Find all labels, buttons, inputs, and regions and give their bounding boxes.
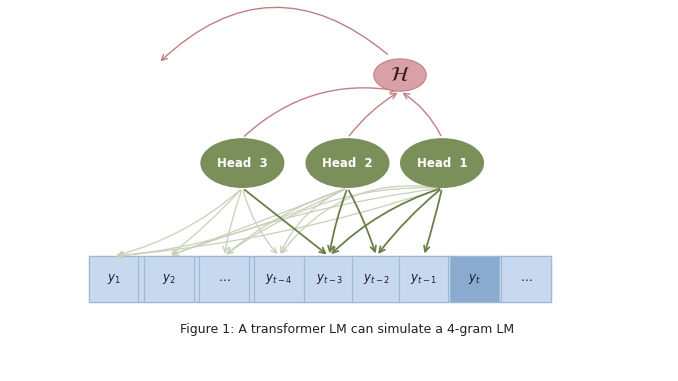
FancyBboxPatch shape bbox=[144, 256, 193, 302]
Text: $y_{t-4}$: $y_{t-4}$ bbox=[266, 272, 293, 286]
Ellipse shape bbox=[305, 138, 389, 188]
FancyBboxPatch shape bbox=[89, 256, 551, 302]
Text: $y_2$: $y_2$ bbox=[162, 272, 176, 286]
Text: $\cdots$: $\cdots$ bbox=[520, 272, 532, 285]
FancyBboxPatch shape bbox=[254, 256, 304, 302]
Ellipse shape bbox=[374, 59, 426, 91]
Text: $y_{t-2}$: $y_{t-2}$ bbox=[363, 272, 390, 286]
FancyBboxPatch shape bbox=[399, 256, 448, 302]
FancyBboxPatch shape bbox=[304, 256, 354, 302]
FancyBboxPatch shape bbox=[352, 256, 401, 302]
Text: $y_{t-1}$: $y_{t-1}$ bbox=[410, 272, 437, 286]
Ellipse shape bbox=[201, 138, 285, 188]
FancyBboxPatch shape bbox=[89, 256, 138, 302]
Ellipse shape bbox=[400, 138, 484, 188]
Text: $\mathcal{H}$: $\mathcal{H}$ bbox=[390, 66, 410, 85]
Text: $y_t$: $y_t$ bbox=[468, 272, 481, 286]
Text: $\cdots$: $\cdots$ bbox=[218, 272, 231, 285]
Text: Head  3: Head 3 bbox=[217, 157, 268, 170]
Text: Figure 1: A transformer LM can simulate a 4-gram LM: Figure 1: A transformer LM can simulate … bbox=[180, 323, 515, 336]
Text: $y_1$: $y_1$ bbox=[106, 272, 121, 286]
FancyBboxPatch shape bbox=[502, 256, 551, 302]
FancyBboxPatch shape bbox=[450, 256, 499, 302]
Text: $y_{t-3}$: $y_{t-3}$ bbox=[315, 272, 342, 286]
Text: Head  1: Head 1 bbox=[417, 157, 467, 170]
Text: Head  2: Head 2 bbox=[322, 157, 373, 170]
FancyBboxPatch shape bbox=[199, 256, 249, 302]
